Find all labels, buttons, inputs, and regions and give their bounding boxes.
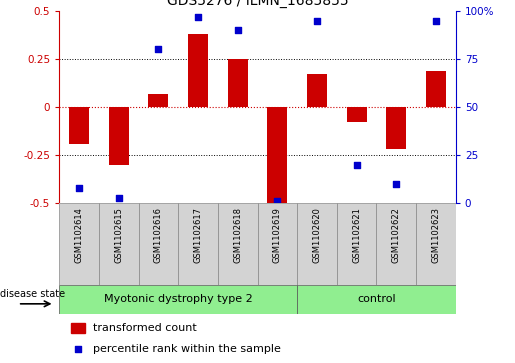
Text: GSM1102614: GSM1102614 [75,207,83,263]
Point [313,17,321,23]
Bar [258,203,297,285]
Point [154,46,162,52]
Bar [386,107,406,150]
Bar [297,203,337,285]
Bar [148,94,168,107]
Bar [347,107,367,122]
Text: GSM1102618: GSM1102618 [233,207,242,264]
Text: GSM1102623: GSM1102623 [432,207,440,264]
Bar [139,203,178,285]
Bar [297,285,456,314]
Bar [188,34,208,107]
Bar [426,70,446,107]
Text: GSM1102615: GSM1102615 [114,207,123,263]
Point [432,17,440,23]
Text: GSM1102616: GSM1102616 [154,207,163,264]
Bar [376,203,416,285]
Bar [416,203,456,285]
Bar [69,107,89,144]
Text: disease state: disease state [0,289,65,299]
Point [233,27,242,33]
Bar [99,203,139,285]
Bar [228,59,248,107]
Point [352,162,360,168]
Text: transformed count: transformed count [93,323,197,333]
Bar [307,74,327,107]
Bar [59,203,99,285]
Point [273,199,281,204]
Text: Myotonic dystrophy type 2: Myotonic dystrophy type 2 [104,294,252,305]
Bar [218,203,258,285]
Point [392,181,401,187]
Bar [267,107,287,203]
Text: GSM1102622: GSM1102622 [392,207,401,263]
Text: GSM1102619: GSM1102619 [273,207,282,263]
Title: GDS5276 / ILMN_1685855: GDS5276 / ILMN_1685855 [167,0,348,8]
Bar [337,203,376,285]
Bar [59,285,297,314]
Point [194,14,202,20]
Text: GSM1102617: GSM1102617 [194,207,202,264]
Text: percentile rank within the sample: percentile rank within the sample [93,344,281,354]
Bar [109,107,129,165]
Point [75,185,83,191]
Point [114,195,123,200]
Text: GSM1102621: GSM1102621 [352,207,361,263]
Bar [178,203,218,285]
Text: GSM1102620: GSM1102620 [313,207,321,263]
Text: control: control [357,294,396,305]
Bar [71,323,85,333]
Point [74,346,82,352]
